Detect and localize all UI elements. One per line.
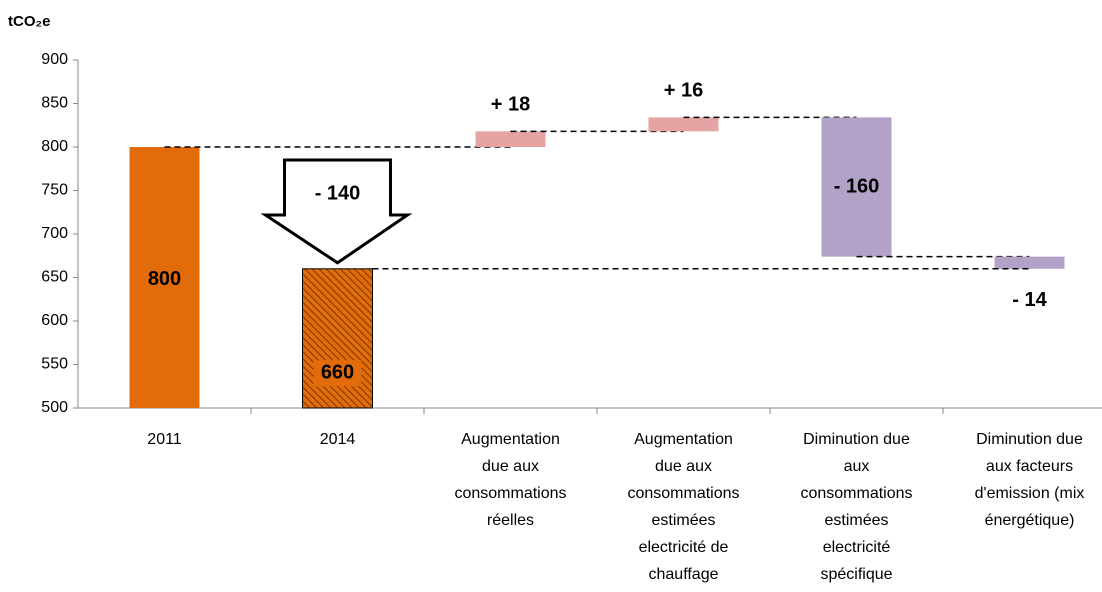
label-bg — [313, 360, 362, 387]
y-tick-label: 700 — [41, 225, 68, 242]
y-tick-label: 550 — [41, 356, 68, 373]
value-label: + 18 — [491, 94, 530, 116]
x-tick-label: Augmentation due aux consommations réelles — [454, 431, 566, 529]
bar — [994, 256, 1065, 269]
value-label: - 160 — [834, 175, 880, 197]
y-tick-label: 600 — [41, 312, 68, 329]
value-label: 800 — [148, 268, 181, 290]
value-label: - 14 — [1012, 289, 1047, 311]
x-tick-label: 2011 — [147, 431, 182, 448]
bar — [302, 268, 373, 409]
value-label: + 16 — [664, 80, 703, 102]
bar — [821, 117, 892, 257]
y-tick-label: 500 — [41, 399, 68, 416]
arrow — [260, 158, 413, 265]
x-tick-label: 2014 — [320, 431, 356, 448]
y-tick-label: 900 — [41, 51, 68, 68]
y-tick-label: 850 — [41, 95, 68, 112]
y-tick-label: 650 — [41, 269, 68, 286]
x-tick-label: Augmentation due aux consommations estimées… — [627, 431, 739, 583]
x-tick-label: Diminution due aux facteurs d'emission (mi… — [975, 431, 1085, 529]
y-axis-label: tCO₂e — [8, 13, 51, 30]
x-tick-label: Diminution due aux consommations estimées el… — [800, 431, 912, 583]
bar — [475, 131, 546, 147]
y-tick-label: 800 — [41, 138, 68, 155]
y-tick-label: 750 — [41, 182, 68, 199]
bar — [648, 117, 719, 132]
value-label: 660 — [321, 361, 354, 383]
annotation: - 140 — [315, 182, 361, 204]
bar — [129, 147, 200, 408]
